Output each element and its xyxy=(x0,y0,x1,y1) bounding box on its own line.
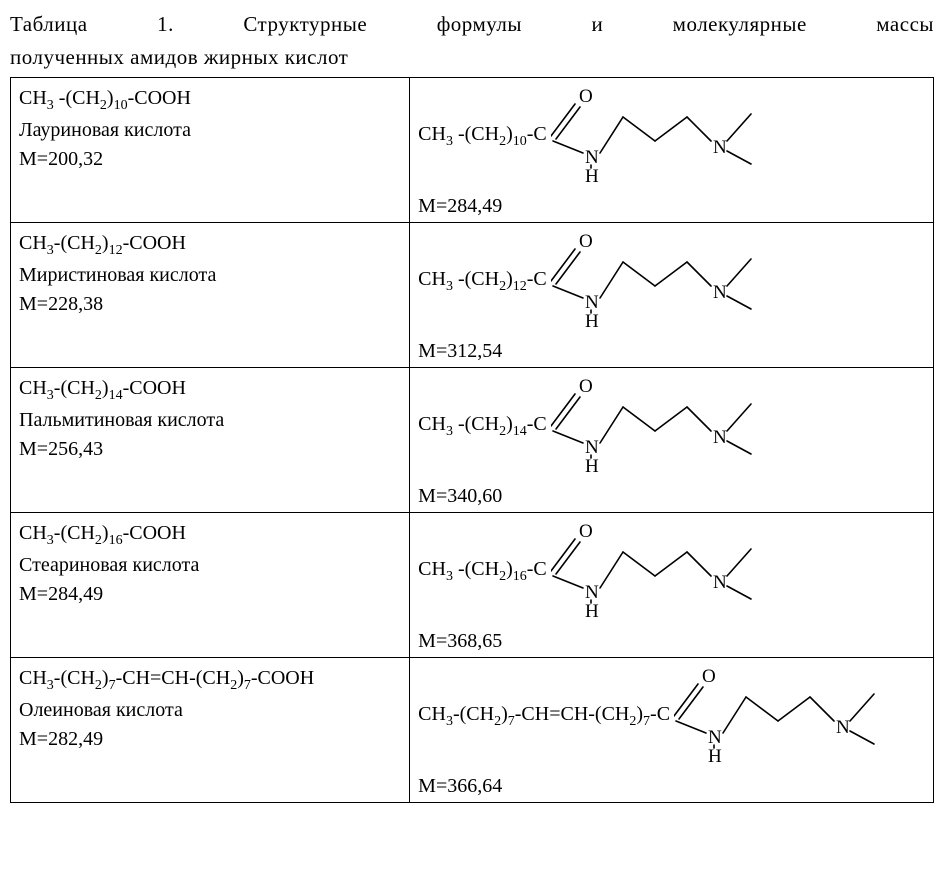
svg-text:N: N xyxy=(585,292,599,313)
amide-mass: M=368,65 xyxy=(418,630,925,653)
table-row: CH3 -(CH2)10-COOH Лауриновая кислота M=200… xyxy=(11,77,934,222)
svg-text:H: H xyxy=(585,456,599,477)
svg-text:N: N xyxy=(585,582,599,603)
svg-text:H: H xyxy=(708,746,722,767)
acid-mass: M=228,38 xyxy=(19,293,401,316)
acid-formula: CH3-(CH2)14-COOH xyxy=(19,374,401,406)
amide-mass: M=366,64 xyxy=(418,775,925,798)
amide-prefix: CH3 -(CH2)16-C xyxy=(418,558,547,585)
amide-prefix: CH3 -(CH2)10-C xyxy=(418,123,547,150)
svg-text:N: N xyxy=(713,427,727,448)
table-row: CH3-(CH2)7-CH=CH-(CH2)7-COOH Олеиновая ки… xyxy=(11,657,934,802)
amide-structure: CH3 -(CH2)16-C O N H N xyxy=(418,519,925,624)
acid-cell: CH3-(CH2)14-COOH Пальмитиновая кислота M=2… xyxy=(11,367,410,512)
svg-text:N: N xyxy=(585,147,599,168)
table-row: CH3-(CH2)12-COOH Миристиновая кислота M=22… xyxy=(11,222,934,367)
svg-text:N: N xyxy=(713,572,727,593)
acid-cell: CH3 -(CH2)10-COOH Лауриновая кислота M=200… xyxy=(11,77,410,222)
amide-mass: M=284,49 xyxy=(418,195,925,218)
acid-name: Олеиновая кислота xyxy=(19,699,401,722)
amide-cell: CH3 -(CH2)16-C O N H N M=368,65 xyxy=(410,512,934,657)
acid-mass: M=200,32 xyxy=(19,148,401,171)
acid-name: Стеариновая кислота xyxy=(19,554,401,577)
svg-text:N: N xyxy=(585,437,599,458)
amide-cell: CH3 -(CH2)12-C O N H N M=312,54 xyxy=(410,222,934,367)
amide-prefix: CH3 -(CH2)14-C xyxy=(418,413,547,440)
svg-text:N: N xyxy=(713,137,727,158)
acid-cell: CH3-(CH2)12-COOH Миристиновая кислота M=22… xyxy=(11,222,410,367)
amide-structure: CH3 -(CH2)12-C O N H N xyxy=(418,229,925,334)
amide-cell: CH3 -(CH2)14-C O N H N M=340,60 xyxy=(410,367,934,512)
svg-text:O: O xyxy=(579,521,593,542)
svg-text:N: N xyxy=(708,727,722,748)
acid-mass: M=282,49 xyxy=(19,728,401,751)
svg-text:O: O xyxy=(702,666,716,687)
svg-text:H: H xyxy=(585,166,599,187)
table-caption-line1: Таблица 1. Структурные формулы и молекул… xyxy=(10,10,934,39)
acid-name: Лауриновая кислота xyxy=(19,119,401,142)
amide-mass: M=312,54 xyxy=(418,340,925,363)
amide-mass: M=340,60 xyxy=(418,485,925,508)
acid-mass: M=284,49 xyxy=(19,583,401,606)
acid-name: Миристиновая кислота xyxy=(19,264,401,287)
svg-text:N: N xyxy=(836,717,850,738)
svg-text:O: O xyxy=(579,231,593,252)
amide-prefix: CH3 -(CH2)12-C xyxy=(418,268,547,295)
table-row: CH3-(CH2)14-COOH Пальмитиновая кислота M=2… xyxy=(11,367,934,512)
acid-name: Пальмитиновая кислота xyxy=(19,409,401,432)
acid-mass: M=256,43 xyxy=(19,438,401,461)
acid-formula: CH3-(CH2)12-COOH xyxy=(19,229,401,261)
amide-cell: CH3-(CH2)7-CH=CH-(CH2)7-C O N H N M=366,… xyxy=(410,657,934,802)
svg-text:H: H xyxy=(585,601,599,622)
amide-cell: CH3 -(CH2)10-C O N H N M=284,49 xyxy=(410,77,934,222)
amide-prefix: CH3-(CH2)7-CH=CH-(CH2)7-C xyxy=(418,703,670,730)
amide-structure: CH3 -(CH2)14-C O N H N xyxy=(418,374,925,479)
acid-cell: CH3-(CH2)7-CH=CH-(CH2)7-COOH Олеиновая ки… xyxy=(11,657,410,802)
svg-text:O: O xyxy=(579,86,593,107)
svg-text:H: H xyxy=(585,311,599,332)
acid-cell: CH3-(CH2)16-COOH Стеариновая кислота M=284… xyxy=(11,512,410,657)
svg-text:N: N xyxy=(713,282,727,303)
acid-formula: CH3-(CH2)16-COOH xyxy=(19,519,401,551)
acid-formula: CH3 -(CH2)10-COOH xyxy=(19,84,401,116)
table-caption-line2: полученных амидов жирных кислот xyxy=(10,43,934,72)
fatty-acid-table: CH3 -(CH2)10-COOHЛауриновая кислотаM=200… xyxy=(10,77,934,803)
table-row: CH3-(CH2)16-COOH Стеариновая кислота M=284… xyxy=(11,512,934,657)
acid-formula: CH3-(CH2)7-CH=CH-(CH2)7-COOH xyxy=(19,664,401,696)
amide-structure: CH3-(CH2)7-CH=CH-(CH2)7-C O N H N xyxy=(418,664,925,769)
svg-text:O: O xyxy=(579,376,593,397)
amide-structure: CH3 -(CH2)10-C O N H N xyxy=(418,84,925,189)
